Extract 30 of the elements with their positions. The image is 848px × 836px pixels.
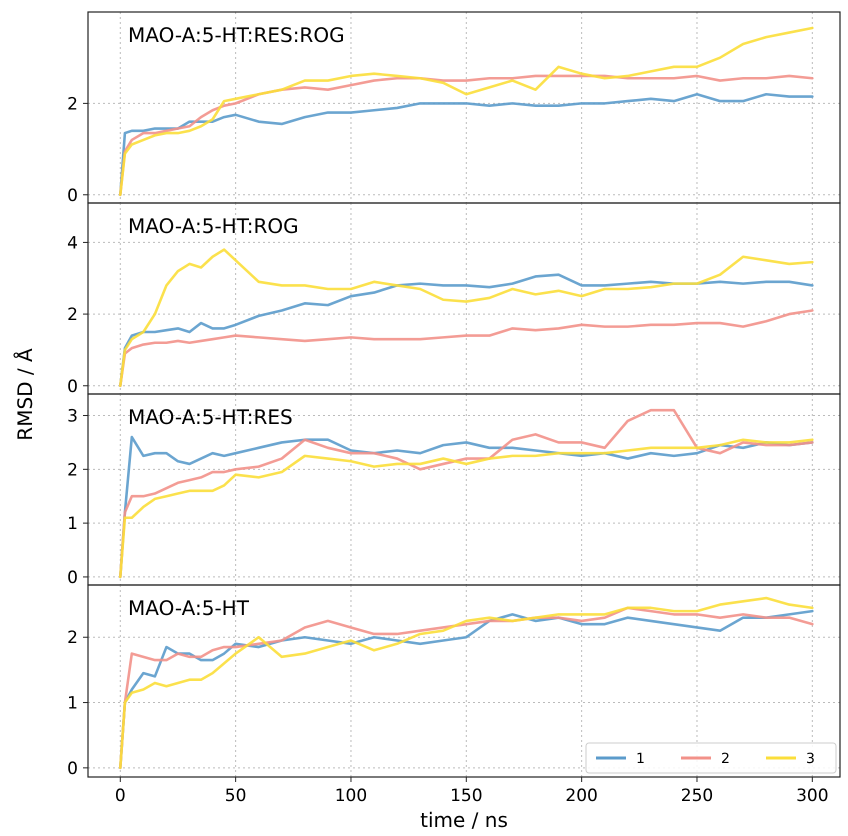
line-series xyxy=(118,26,814,196)
text: MAO-A:5-HT xyxy=(128,596,250,620)
text: MAO-A:5-HT:ROG xyxy=(128,214,299,238)
line-series xyxy=(118,248,814,388)
y-tick-label: 1 xyxy=(67,694,78,714)
y-tick-label: 2 xyxy=(67,94,78,114)
legend-label: 1 xyxy=(636,751,645,767)
y-axis-title: RMSD / Å xyxy=(13,348,37,441)
x-tick-label: 250 xyxy=(680,786,714,806)
y-tick-label: 3 xyxy=(67,406,78,427)
y-tick-label: 2 xyxy=(67,460,78,480)
x-axis-title: time / ns xyxy=(420,808,508,832)
x-tick-label: 0 xyxy=(114,786,126,806)
y-tick-label: 1 xyxy=(67,514,78,534)
y-tick-label: 0 xyxy=(67,376,78,397)
x-tick-label: 150 xyxy=(450,786,483,806)
y-tick-label: 0 xyxy=(67,758,78,779)
x-tick-label: 200 xyxy=(565,786,598,806)
y-tick-label: 2 xyxy=(67,305,78,326)
text: MAO-A:5-HT:RES xyxy=(128,405,293,429)
legend-label: 2 xyxy=(721,751,730,767)
y-tick-label: 4 xyxy=(67,233,78,254)
y-tick-label: 0 xyxy=(67,568,78,588)
y-tick-label: 2 xyxy=(67,628,78,648)
y-tick-label: 0 xyxy=(67,186,78,206)
x-tick-label: 300 xyxy=(796,786,829,806)
text: MAO-A:5-HT:RES:ROG xyxy=(128,23,345,47)
x-tick-label: 100 xyxy=(334,786,368,806)
x-tick-label: 50 xyxy=(224,786,246,806)
legend-label: 3 xyxy=(806,751,815,767)
